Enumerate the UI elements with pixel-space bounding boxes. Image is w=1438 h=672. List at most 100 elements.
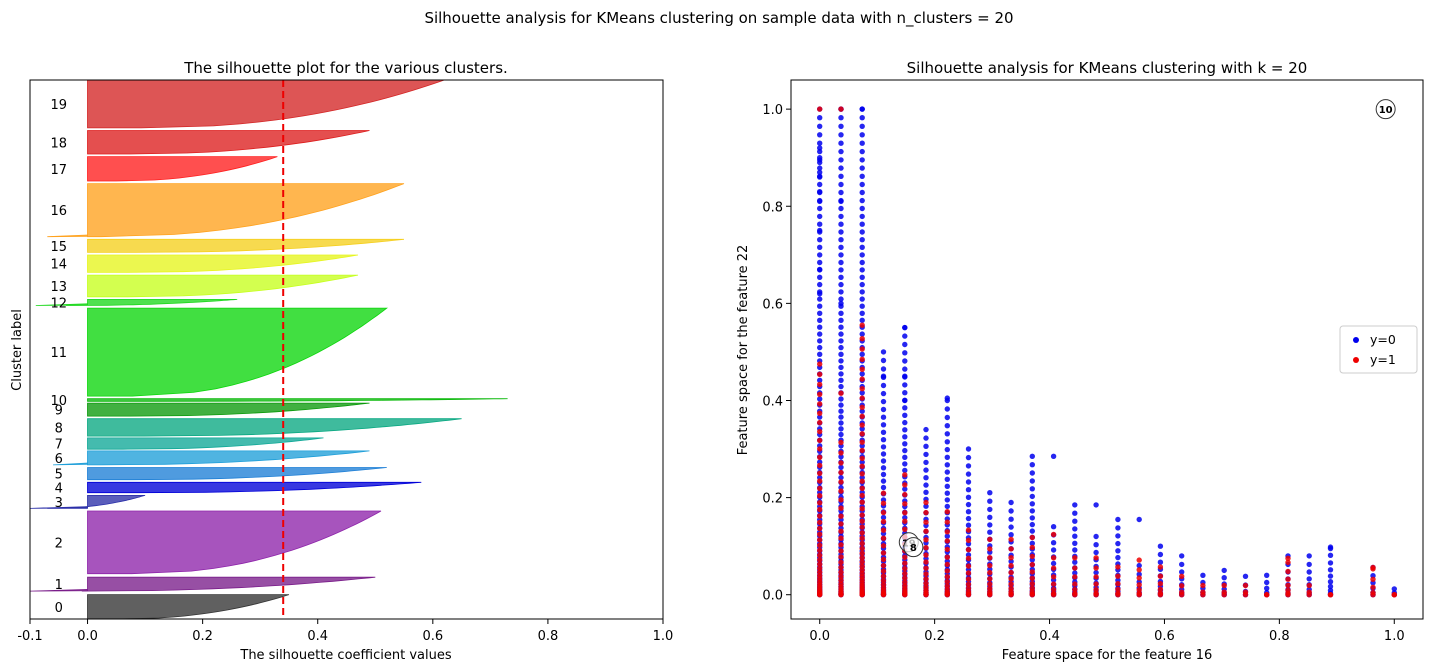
point-y0 — [1264, 579, 1270, 586]
point-y0 — [1072, 526, 1078, 532]
scatter-plot-frame — [790, 79, 1424, 620]
cluster-label-16: 16 — [50, 204, 67, 219]
point-y0 — [859, 289, 865, 295]
point-y0 — [859, 296, 865, 302]
point-y1 — [1370, 576, 1376, 582]
silhouette-negative-tail-12 — [35, 303, 88, 306]
point-y1 — [817, 561, 823, 567]
point-y1 — [859, 356, 865, 362]
point-y1 — [817, 565, 823, 571]
point-y0 — [859, 371, 865, 377]
scatter-x-tick-label: 0.8 — [1269, 629, 1290, 644]
cluster-label-6: 6 — [55, 452, 63, 467]
point-y1 — [859, 439, 865, 445]
point-y0 — [1115, 516, 1121, 523]
point-y1 — [1327, 592, 1334, 598]
point-y0 — [817, 205, 823, 212]
point-y1 — [838, 460, 844, 466]
cluster-label-9: 9 — [55, 404, 63, 419]
point-y0 — [1327, 587, 1334, 594]
point-y0 — [838, 474, 844, 481]
point-y0 — [838, 181, 844, 188]
point-y0 — [1072, 547, 1078, 553]
point-y0 — [1029, 508, 1036, 514]
scatter-y-tick-label: 0.6 — [762, 297, 783, 312]
point-y1 — [838, 479, 844, 485]
point-y0 — [944, 483, 950, 489]
point-y0 — [880, 478, 887, 484]
scatter-x-tick-label: 0.6 — [1154, 629, 1175, 644]
point-y0 — [838, 148, 844, 155]
point-y0 — [965, 494, 972, 500]
point-y1 — [1115, 581, 1121, 587]
point-y1 — [880, 568, 887, 574]
point-y1 — [1008, 576, 1014, 582]
point-y1 — [902, 518, 908, 524]
point-y1 — [1221, 589, 1227, 595]
point-y0 — [838, 221, 844, 227]
scatter-x-axis-label: Feature space for the feature 16 — [1002, 648, 1213, 663]
point-y0 — [817, 310, 823, 316]
point-y0 — [838, 464, 844, 470]
point-y1 — [1157, 573, 1164, 579]
point-y0 — [817, 317, 823, 323]
point-y0 — [1008, 499, 1014, 506]
point-y0 — [1306, 569, 1312, 575]
point-y1 — [1200, 589, 1206, 595]
point-y0 — [817, 155, 823, 161]
point-y1 — [838, 505, 844, 511]
point-y1 — [817, 478, 823, 484]
point-y0 — [1115, 540, 1121, 547]
silhouette-x-tick-label: 1.0 — [653, 629, 674, 644]
point-y1 — [859, 455, 865, 462]
silhouette-plot: The silhouette plot for the various clus… — [10, 59, 673, 663]
point-y1 — [859, 540, 865, 547]
cluster-label-1: 1 — [55, 578, 63, 593]
point-y1 — [1136, 557, 1142, 563]
point-y1 — [987, 576, 993, 582]
point-y1 — [838, 569, 844, 575]
point-y1 — [1008, 555, 1014, 561]
point-y0 — [817, 414, 823, 420]
point-y0 — [1093, 533, 1099, 540]
point-y1 — [859, 422, 865, 428]
point-y1 — [1285, 568, 1291, 575]
point-y0 — [944, 476, 950, 482]
point-y0 — [838, 189, 844, 196]
point-y0 — [817, 189, 823, 195]
point-y1 — [1391, 592, 1398, 598]
point-y1 — [817, 557, 823, 563]
point-y1 — [817, 470, 823, 476]
point-y1 — [838, 513, 844, 519]
point-y0 — [902, 373, 908, 379]
point-y0 — [1157, 559, 1164, 565]
silhouette-x-tick-label: 0.4 — [307, 629, 328, 644]
point-y1 — [1264, 592, 1270, 598]
point-y1 — [902, 570, 908, 577]
point-y1 — [923, 584, 929, 590]
point-y0 — [817, 213, 823, 220]
point-y0 — [1221, 567, 1227, 574]
point-y0 — [817, 174, 823, 180]
scatter-plot-title: Silhouette analysis for KMeans clusterin… — [907, 59, 1308, 77]
point-y0 — [1157, 543, 1164, 549]
point-y1 — [859, 518, 865, 524]
point-y0 — [838, 205, 844, 212]
point-y0 — [817, 181, 823, 188]
point-y0 — [1327, 579, 1334, 585]
point-y1 — [1157, 590, 1164, 596]
point-y1 — [1093, 581, 1099, 587]
cluster-label-4: 4 — [55, 482, 63, 497]
silhouette-fill-cluster-10 — [87, 398, 508, 402]
point-y1 — [859, 447, 865, 454]
point-y0 — [902, 405, 908, 411]
silhouette-fill-cluster-9 — [87, 402, 370, 417]
point-y0 — [902, 358, 908, 364]
point-y0 — [944, 490, 950, 496]
point-y1 — [944, 538, 950, 544]
point-y1 — [859, 463, 865, 469]
point-y1 — [902, 560, 908, 566]
point-y1 — [817, 569, 823, 575]
point-y1 — [1285, 555, 1291, 561]
point-y0 — [1093, 502, 1099, 508]
